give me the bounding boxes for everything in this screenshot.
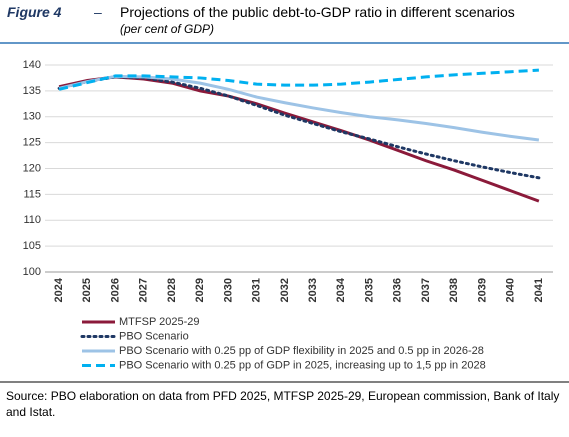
x-tick-label: 2024 (53, 277, 65, 302)
series-line (57, 75, 541, 180)
separator: – (94, 4, 102, 20)
y-tick-label: 140 (23, 59, 41, 71)
legend-label: PBO Scenario (119, 330, 189, 342)
legend-label: MTFSP 2025-29 (119, 316, 200, 328)
series-line (58, 75, 540, 203)
y-tick-label: 120 (23, 162, 41, 174)
x-tick-label: 2035 (363, 278, 375, 302)
y-tick-label: 135 (23, 85, 41, 97)
x-tick-label: 2040 (505, 278, 517, 302)
figure-label: Figure 4 (7, 4, 62, 20)
x-tick-label: 2027 (138, 278, 150, 302)
legend-label: PBO Scenario with 0.25 pp of GDP in 2025… (119, 359, 486, 371)
x-tick-label: 2031 (251, 278, 263, 302)
y-tick-label: 125 (23, 137, 41, 149)
chart-title: Projections of the public debt-to-GDP ra… (120, 4, 515, 20)
x-tick-label: 2038 (448, 278, 460, 302)
x-tick-label: 2025 (81, 278, 93, 302)
source-note: Source: PBO elaboration on data from PFD… (6, 389, 560, 419)
y-tick-label: 100 (23, 266, 41, 278)
series-line (58, 68, 539, 91)
x-tick-label: 2030 (222, 278, 234, 302)
y-tick-label: 130 (23, 111, 41, 123)
x-tick-label: 2034 (335, 277, 347, 302)
x-tick-label: 2028 (166, 278, 178, 302)
x-tick-label: 2036 (392, 278, 404, 302)
y-tick-label: 110 (23, 214, 41, 226)
y-tick-label: 105 (23, 240, 41, 252)
x-tick-label: 2032 (279, 278, 291, 302)
x-tick-label: 2033 (307, 278, 319, 302)
x-tick-label: 2026 (109, 278, 121, 302)
x-tick-label: 2039 (476, 278, 488, 302)
legend-label: PBO Scenario with 0.25 pp of GDP flexibi… (119, 345, 484, 357)
series-line (58, 74, 540, 142)
x-tick-label: 2029 (194, 278, 206, 302)
chart-subtitle: (per cent of GDP) (120, 22, 215, 36)
y-tick-label: 115 (23, 188, 41, 200)
x-tick-label: 2037 (420, 278, 432, 302)
x-tick-label: 2041 (533, 278, 545, 302)
